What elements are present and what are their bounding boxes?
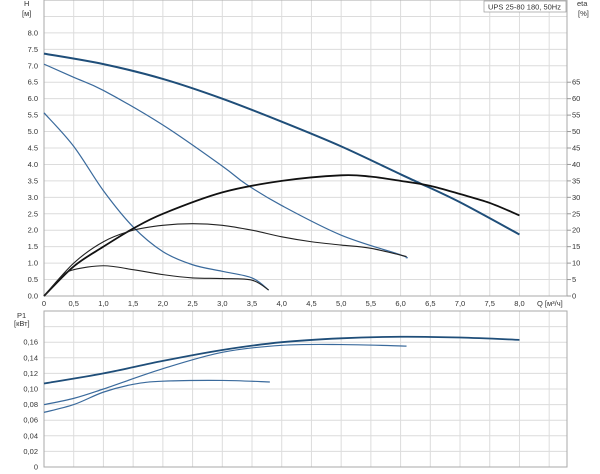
p1-tick-label: 0,10 [23,385,38,394]
h-tick-label: 1.0 [28,259,38,268]
h-tick-label: 6.5 [28,78,38,87]
head-curve-low [43,112,270,291]
q-axis-label: Q [м³/ч] [537,299,563,308]
q-tick-label: 6,0 [395,299,405,308]
efficiency-curve-max [43,174,520,297]
h-tick-label: 4.0 [28,160,38,169]
h-tick-label: 1.5 [28,242,38,251]
chart-title-box: UPS 25-80 180, 50Hz [483,0,567,13]
h-tick-label: 4.5 [28,144,38,153]
h-tick-label: 7.5 [28,45,38,54]
head-plot-grid: 0.0 0.5 1.0 1.5 2.0 2.5 3.0 3.5 4.0 4.5 5.0 5.5 6.0 6… [28,0,580,308]
p1-tick-label: 0 [34,463,38,472]
power-curve-low [43,379,270,413]
q-tick-label: 8,0 [514,299,524,308]
h-tick-label: 2.0 [28,226,38,235]
eta-tick-label: 50 [572,127,580,136]
h-tick-label: 6.0 [28,94,38,103]
p1-tick-label: 0,02 [23,447,38,456]
chart-title: UPS 25-80 180, 50Hz [488,3,561,12]
eta-tick-label: 0 [572,292,576,301]
eta-axis-label: eta [577,0,588,8]
h-tick-label: 5.5 [28,111,38,120]
plot-border [43,310,568,468]
q-tick-label: 3,0 [217,299,227,308]
efficiency-curve-mid [43,223,407,297]
q-tick-label: 6,5 [425,299,435,308]
p1-tick-label: 0,14 [23,353,38,362]
q-tick-label: 2,5 [187,299,197,308]
eta-axis-unit: [%] [578,9,589,18]
h-tick-label: 8.0 [28,28,38,37]
q-tick-label: 2,0 [158,299,168,308]
eta-tick-label: 65 [572,78,580,87]
axis-labels: H [м] eta [%] Q [м³/ч] P1 [кВт] [14,0,589,328]
p1-tick-label: 0,04 [23,431,38,440]
h-tick-label: 3.0 [28,193,38,202]
p1-tick-label: 0,12 [23,369,38,378]
eta-tick-label: 55 [572,111,580,120]
q-tick-label: 5,0 [336,299,346,308]
h-tick-label: 7.0 [28,61,38,70]
eta-tick-label: 10 [572,259,580,268]
h-tick-label: 3.5 [28,176,38,185]
q-tick-label: 4,5 [306,299,316,308]
q-tick-label: 0,5 [68,299,78,308]
eta-tick-label: 20 [572,226,580,235]
head-curve-mid [43,63,408,259]
p1-axis-label: P1 [17,311,26,320]
eta-tick-label: 5 [572,275,576,284]
eta-tick-label: 35 [572,176,580,185]
q-tick-label: 3,5 [247,299,257,308]
q-tick-label: 7,0 [455,299,465,308]
power-curve-max [43,335,520,385]
p1-tick-label: 0,16 [23,338,38,347]
curves [43,52,520,413]
head-curve-max [43,52,520,236]
h-tick-label: 0.5 [28,275,38,284]
eta-tick-label: 15 [572,242,580,251]
power-curve-mid [43,343,407,406]
q-tick-label: 7,5 [485,299,495,308]
h-axis-unit: [м] [22,9,31,18]
h-tick-label: 2.5 [28,209,38,218]
q-tick-label: 5,5 [366,299,376,308]
q-tick-label: 0 [42,299,46,308]
q-tick-label: 4,0 [277,299,287,308]
efficiency-curve-low [43,265,269,297]
eta-tick-label: 45 [572,144,580,153]
p1-tick-label: 0,06 [23,416,38,425]
eta-tick-label: 40 [572,160,580,169]
h-tick-label: 0.0 [28,292,38,301]
eta-tick-label: 60 [572,94,580,103]
p1-axis-unit: [кВт] [14,319,30,328]
eta-tick-label: 30 [572,193,580,202]
eta-tick-label: 25 [572,209,580,218]
q-tick-label: 1,5 [128,299,138,308]
h-tick-label: 5.0 [28,127,38,136]
p1-tick-label: 0,08 [23,400,38,409]
h-axis-label: H [24,0,29,8]
q-tick-label: 1,0 [98,299,108,308]
